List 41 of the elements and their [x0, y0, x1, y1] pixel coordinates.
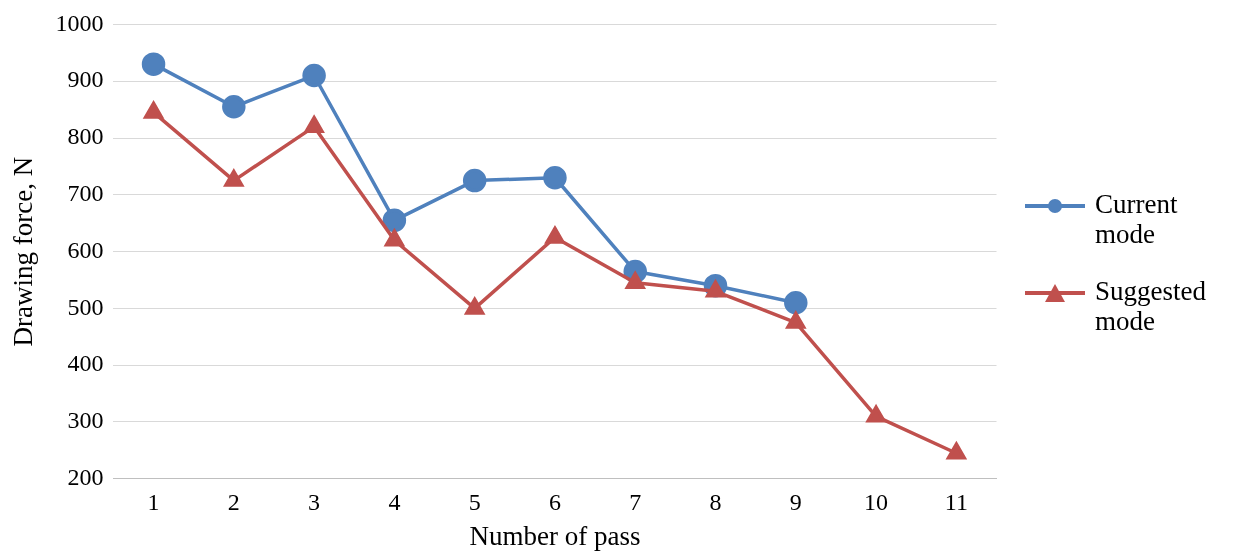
- x-tick-label: 11: [944, 489, 968, 516]
- point: [384, 229, 404, 247]
- point: [946, 442, 966, 460]
- x-axis-title: Number of pass: [469, 520, 641, 551]
- y-tick-label: 400: [67, 350, 104, 377]
- point: [865, 403, 886, 423]
- legend-label: Current mode: [1095, 189, 1179, 250]
- x-tick-label: 9: [789, 489, 802, 516]
- legend-label: Suggested mode: [1095, 276, 1207, 337]
- point: [224, 169, 244, 187]
- point: [382, 208, 407, 233]
- x-tick-label: 3: [308, 489, 321, 516]
- y-tick-label: 600: [67, 236, 104, 263]
- point: [625, 272, 645, 290]
- point: [302, 63, 326, 88]
- x-tick-label: 1: [147, 489, 160, 516]
- y-tick-label: 800: [67, 123, 104, 150]
- x-tick-label: 2: [227, 489, 240, 516]
- x-tick-label: 7: [629, 489, 642, 516]
- point: [141, 52, 166, 76]
- point: [222, 95, 246, 119]
- x-tick-label: 6: [548, 489, 561, 516]
- y-tick-label: 200: [67, 464, 104, 491]
- point: [705, 280, 726, 298]
- point: [545, 226, 565, 244]
- x-tick-label: 8: [709, 489, 722, 516]
- y-tick-label: 300: [67, 407, 104, 434]
- y-tick-label: 1000: [55, 9, 104, 36]
- y-tick-label: 900: [67, 66, 104, 93]
- point: [462, 168, 487, 193]
- y-axis-title: Drawing force, N: [8, 156, 39, 347]
- point: [784, 290, 808, 315]
- point: [144, 101, 164, 119]
- x-tick-label: 4: [388, 489, 401, 516]
- x-tick-label: 10: [864, 489, 889, 516]
- y-tick-label: 500: [67, 293, 104, 320]
- point: [465, 297, 485, 315]
- point: [543, 166, 567, 190]
- x-tick-label: 5: [468, 489, 481, 516]
- y-tick-label: 700: [67, 180, 104, 207]
- point: [786, 311, 806, 329]
